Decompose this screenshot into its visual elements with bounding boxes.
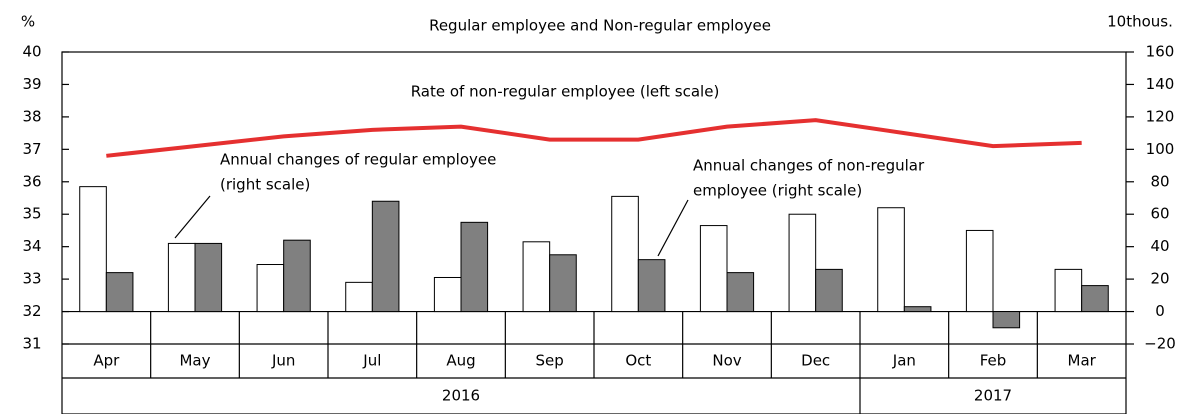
y2-tick-label: 140 — [1146, 75, 1175, 93]
y-tick-label: 40 — [22, 43, 41, 61]
annotation: employee (right scale) — [693, 182, 862, 200]
annotation: Annual changes of regular employee — [220, 151, 496, 169]
bar — [965, 229, 994, 313]
x-tick-label: Nov — [712, 352, 741, 370]
y-axis-label: % — [21, 13, 35, 31]
y-tick-label: 36 — [22, 172, 41, 190]
bar — [815, 268, 843, 313]
bar — [549, 254, 577, 313]
y2-tick-label: −20 — [1144, 335, 1176, 353]
bar — [194, 242, 223, 313]
x-tick-label: Aug — [446, 352, 475, 370]
x-tick-label: Sep — [536, 352, 564, 370]
x-tick-label: Dec — [801, 352, 830, 370]
x-tick-label: Feb — [980, 352, 1007, 370]
annotation-pointer — [657, 199, 689, 257]
y2-tick-label: 40 — [1150, 237, 1169, 255]
bar — [433, 276, 462, 313]
bar — [1081, 285, 1109, 313]
bar — [726, 272, 755, 313]
bar — [877, 207, 905, 313]
bar — [460, 221, 489, 313]
bar — [105, 272, 134, 313]
x-tick-label: Mar — [1068, 352, 1097, 370]
line-series — [106, 118, 1082, 158]
bar — [522, 241, 551, 313]
bar — [788, 213, 817, 313]
bar — [256, 264, 285, 313]
x-tick-label: Jan — [892, 352, 916, 370]
chart-title: Regular employee and Non-regular employe… — [429, 17, 771, 35]
x-tick-label: Jun — [271, 352, 295, 370]
bar — [992, 311, 1021, 329]
y-tick-label: 32 — [22, 302, 41, 320]
y2-tick-label: 120 — [1146, 107, 1175, 125]
x-group-label: 2016 — [442, 387, 480, 405]
y2-tick-label: 20 — [1150, 270, 1169, 288]
bar — [611, 195, 639, 313]
x-tick-label: Jul — [362, 352, 381, 370]
bar — [699, 225, 728, 313]
y-tick-label: 39 — [22, 75, 41, 93]
annotation-pointer — [174, 195, 211, 239]
y-tick-label: 37 — [22, 140, 41, 158]
bar — [1054, 268, 1083, 313]
bar — [903, 306, 932, 313]
annotation: (right scale) — [220, 176, 310, 194]
bar — [371, 200, 400, 313]
y2-tick-label: 0 — [1155, 302, 1165, 320]
x-tick-label: May — [179, 352, 210, 370]
x-tick-label: Apr — [93, 352, 120, 370]
bar — [637, 259, 666, 313]
bar — [283, 239, 311, 313]
bar — [345, 281, 373, 313]
y-tick-label: 35 — [22, 205, 41, 223]
y2-axis-label: 10thous. — [1107, 13, 1173, 31]
bar — [167, 242, 196, 313]
y-tick-label: 33 — [22, 270, 41, 288]
y-tick-label: 34 — [22, 237, 41, 255]
annotation: Annual changes of non-regular — [693, 157, 925, 175]
y2-tick-label: 100 — [1146, 140, 1175, 158]
annotation: Rate of non-regular employee (left scale… — [411, 83, 720, 101]
y2-tick-label: 60 — [1150, 205, 1169, 223]
x-tick-label: Oct — [625, 352, 651, 370]
y-tick-label: 38 — [22, 107, 41, 125]
y2-tick-label: 160 — [1146, 43, 1175, 61]
x-group-label: 2017 — [974, 387, 1012, 405]
y2-tick-label: 80 — [1150, 172, 1169, 190]
y-tick-label: 31 — [22, 335, 41, 353]
bar — [79, 186, 107, 313]
